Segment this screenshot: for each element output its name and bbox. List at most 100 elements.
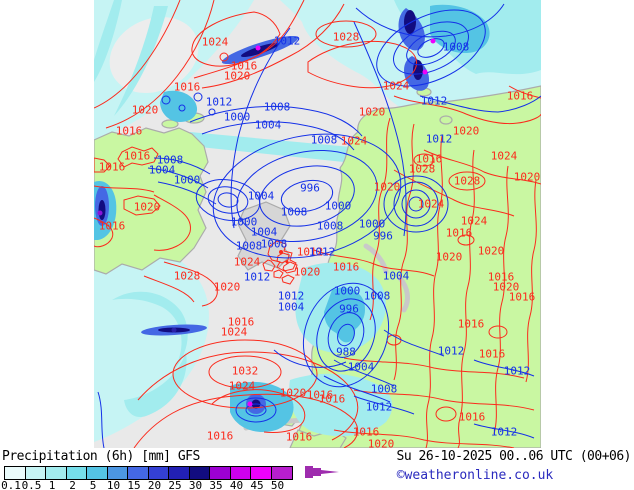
pressure-label: 1000 bbox=[325, 200, 352, 213]
pressure-label: 1008 bbox=[157, 154, 184, 167]
scale-tick-label: 10 bbox=[106, 479, 121, 490]
pressure-label: 1016 bbox=[319, 393, 346, 406]
pressure-label: 1024 bbox=[341, 135, 368, 148]
heavy-precip-dots bbox=[97, 38, 436, 407]
pressure-label: 1024 bbox=[229, 380, 256, 393]
pressure-label: 996 bbox=[339, 303, 359, 316]
scale-tick-label: 30 bbox=[188, 479, 203, 490]
map-title: Precipitation (6h) [mm] GFS bbox=[2, 449, 200, 464]
pressure-label: 1008 bbox=[281, 206, 308, 219]
scale-tick-label: 1 bbox=[48, 479, 56, 490]
pressure-label: 1008 bbox=[443, 41, 470, 54]
pressure-label: 1012 bbox=[297, 246, 324, 259]
pressure-label: 1024 bbox=[202, 36, 229, 49]
pressure-label: 1008 bbox=[317, 220, 344, 233]
scale-cell bbox=[87, 467, 108, 479]
pressure-label: 1012 bbox=[206, 96, 233, 109]
pressure-label: 1020 bbox=[294, 266, 321, 279]
pressure-label: 1020 bbox=[134, 201, 161, 214]
pressure-label: 1024 bbox=[234, 256, 261, 269]
pressure-label: 1020 bbox=[514, 171, 541, 184]
scale-tick-label: 20 bbox=[147, 479, 162, 490]
pressure-label: 1016 bbox=[459, 411, 486, 424]
scale-tick-label: 0.5 bbox=[21, 479, 42, 490]
pressure-label: 1016 bbox=[174, 81, 201, 94]
scale-tick-label: 25 bbox=[168, 479, 182, 490]
forecast-datetime: Su 26-10-2025 00..06 UTC (00+06) bbox=[396, 449, 632, 464]
scale-tick-labels: 0.1 0.5 1 2 5 10 15 20 25 30 35 40 45 50 bbox=[1, 479, 344, 490]
pressure-label: 1020 bbox=[214, 281, 241, 294]
pressure-label: 1016 bbox=[333, 261, 360, 274]
pressure-label: 1016 bbox=[507, 90, 534, 103]
pressure-label: 1016 bbox=[353, 426, 380, 439]
pressure-label: 1016 bbox=[416, 153, 443, 166]
scale-cell bbox=[5, 467, 26, 479]
pressure-label: 1016 bbox=[99, 220, 126, 233]
pressure-label: 1012 bbox=[491, 426, 518, 439]
scale-tick-label: 40 bbox=[229, 479, 244, 490]
precip-color-scale: 0.1 0.5 1 2 5 10 15 20 25 30 35 40 45 50 bbox=[1, 466, 344, 490]
pressure-label: 1000 bbox=[231, 216, 258, 229]
scale-tick-label: 50 bbox=[270, 479, 285, 490]
pressure-label: 1000 bbox=[359, 218, 386, 231]
pressure-label: 1028 bbox=[409, 163, 436, 176]
pressure-label: 1020 bbox=[368, 438, 395, 449]
pressure-label: 1012 bbox=[244, 271, 271, 284]
pressure-label: 1028 bbox=[174, 270, 201, 283]
pressure-label: 1012 bbox=[438, 345, 465, 358]
pressure-label: 1016 bbox=[116, 125, 143, 138]
pressure-label: 1020 bbox=[453, 125, 480, 138]
scale-tick-label: 15 bbox=[127, 479, 141, 490]
pressure-label: 1028 bbox=[454, 175, 481, 188]
scale-tick-label: 5 bbox=[89, 479, 97, 490]
pressure-label: 1012 bbox=[309, 246, 336, 259]
pressure-label: 1008 bbox=[311, 134, 338, 147]
pressure-label: 1020 bbox=[374, 181, 401, 194]
scale-color-bar bbox=[4, 466, 293, 480]
pressure-label: 1004 bbox=[149, 164, 176, 177]
pressure-label: 1016 bbox=[124, 150, 151, 163]
pressure-label: 1032 bbox=[232, 365, 259, 378]
pressure-label: 1020 bbox=[436, 251, 463, 264]
pressure-label: 1024 bbox=[491, 150, 518, 163]
red-isobar-layer bbox=[94, 0, 541, 448]
scale-cell bbox=[169, 467, 190, 479]
pressure-label: 1004 bbox=[278, 301, 305, 314]
scale-cell bbox=[107, 467, 128, 479]
pressure-label: 1012 bbox=[504, 365, 531, 378]
pressure-label: 1024 bbox=[461, 215, 488, 228]
heavy-precip-cell bbox=[171, 327, 177, 333]
scale-tick-label: 35 bbox=[209, 479, 223, 490]
heavy-precip-cell bbox=[255, 45, 261, 51]
heavy-precip-cell bbox=[430, 38, 436, 44]
scale-cell bbox=[25, 467, 46, 479]
pressure-label: 1016 bbox=[286, 431, 313, 444]
pressure-label: 1016 bbox=[307, 389, 334, 402]
pressure-label: 1020 bbox=[359, 106, 386, 119]
pressure-label: 1016 bbox=[446, 227, 473, 240]
pressure-label: 1024 bbox=[383, 80, 410, 93]
pressure-label: 1016 bbox=[207, 430, 234, 443]
pressure-label: 1004 bbox=[383, 270, 410, 283]
heavy-precip-cell bbox=[422, 69, 428, 75]
scale-tick-label: 0.1 bbox=[1, 479, 21, 490]
pressure-label: 996 bbox=[373, 230, 393, 243]
pressure-label: 1016 bbox=[488, 271, 515, 284]
map-canvas: 1024 1016 1020 1016 1020 1016 1016 1016 1020 1016… bbox=[94, 0, 541, 448]
pressure-label: 1020 bbox=[478, 245, 505, 258]
pressure-label: 1012 bbox=[274, 35, 301, 48]
pressure-label: 1008 bbox=[236, 240, 263, 253]
pressure-label: 1024 bbox=[221, 326, 248, 339]
scale-cell bbox=[189, 467, 210, 479]
pressure-label: 1016 bbox=[479, 348, 506, 361]
pressure-label: 1012 bbox=[278, 290, 305, 303]
pressure-label: 996 bbox=[300, 182, 320, 195]
heavy-precip-cell bbox=[247, 401, 253, 407]
copyright-link[interactable]: ©weatheronline.co.uk bbox=[396, 468, 554, 483]
pressure-label: 1004 bbox=[348, 361, 375, 374]
scale-cell bbox=[230, 467, 251, 479]
pressure-label: 1016 bbox=[509, 291, 536, 304]
pressure-label: 1016 bbox=[231, 60, 258, 73]
pressure-label: 1000 bbox=[224, 111, 251, 124]
scale-cell bbox=[66, 467, 87, 479]
